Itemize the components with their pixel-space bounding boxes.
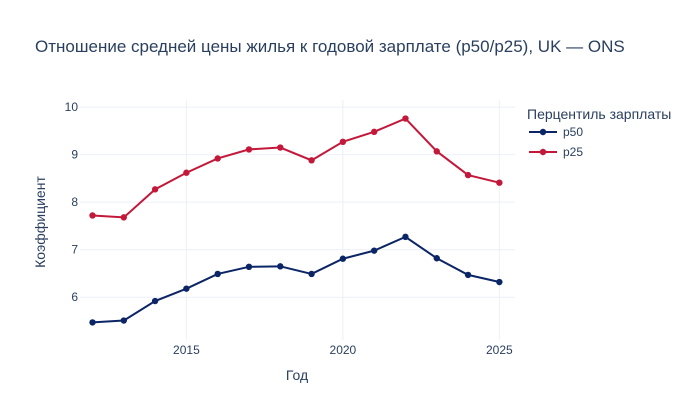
tick-labels: 6 7 8 9 10 2015 2020 2025: [65, 100, 513, 357]
legend[interactable]: Перцентиль зарплаты p50 p25: [527, 106, 671, 159]
legend-title: Перцентиль зарплаты: [527, 106, 671, 122]
data-point-p50[interactable]: [464, 271, 472, 279]
data-point-p50[interactable]: [120, 317, 128, 324]
y-tick-label: 6: [71, 290, 78, 304]
data-point-p50[interactable]: [433, 255, 440, 262]
data-point-p50[interactable]: [183, 285, 190, 292]
data-point-p25[interactable]: [496, 179, 503, 186]
data-point-p25[interactable]: [339, 138, 347, 146]
data-point-p25[interactable]: [277, 144, 284, 151]
x-tick-label: 2015: [173, 343, 200, 357]
data-point-p25[interactable]: [151, 186, 159, 193]
y-tick-label: 8: [71, 195, 78, 209]
data-point-p50[interactable]: [151, 297, 159, 305]
y-tick-label: 10: [65, 100, 79, 114]
series-line-p50: [92, 235, 500, 324]
data-point-p50[interactable]: [308, 270, 315, 278]
data-point-p25[interactable]: [214, 155, 221, 162]
legend-marker-icon: [539, 128, 547, 136]
data-point-p25[interactable]: [402, 115, 409, 122]
data-point-p25[interactable]: [183, 169, 190, 176]
chart-title: Отношение средней цены жилья к годовой з…: [35, 37, 625, 56]
series: [89, 115, 503, 326]
legend-label: p25: [563, 145, 583, 159]
data-point-p50[interactable]: [89, 319, 96, 326]
data-point-p50[interactable]: [245, 263, 253, 271]
data-point-p25[interactable]: [120, 214, 128, 221]
legend-item-p50[interactable]: p50: [529, 125, 583, 139]
legend-label: p50: [563, 125, 583, 139]
series-p25[interactable]: [89, 115, 503, 221]
grid: [80, 100, 515, 340]
y-axis-title: Коэффициент: [32, 176, 48, 268]
data-point-p50[interactable]: [402, 233, 409, 241]
data-point-p25[interactable]: [433, 148, 440, 155]
data-point-p25[interactable]: [370, 128, 378, 136]
data-point-p25[interactable]: [245, 146, 253, 153]
y-tick-label: 9: [71, 148, 78, 162]
data-point-p50[interactable]: [370, 247, 378, 254]
x-tick-label: 2025: [486, 343, 513, 357]
y-tick-label: 7: [71, 243, 78, 257]
data-point-p50[interactable]: [339, 255, 347, 262]
data-point-p50[interactable]: [496, 278, 503, 286]
data-point-p25[interactable]: [89, 212, 96, 219]
x-axis-title: Год: [286, 367, 308, 383]
data-point-p25[interactable]: [308, 157, 315, 164]
legend-marker-icon: [539, 148, 547, 156]
legend-item-p25[interactable]: p25: [529, 145, 583, 159]
series-p50[interactable]: [89, 233, 503, 326]
series-line-p25: [92, 117, 500, 219]
data-point-p50[interactable]: [277, 263, 284, 270]
x-tick-label: 2020: [330, 343, 357, 357]
data-point-p25[interactable]: [464, 171, 472, 179]
data-point-p50[interactable]: [214, 270, 221, 278]
